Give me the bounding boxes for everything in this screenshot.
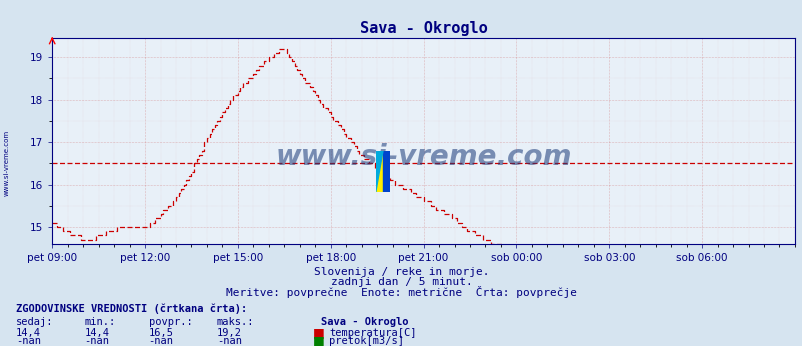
- Text: min.:: min.:: [84, 317, 115, 327]
- Text: Meritve: povprečne  Enote: metrične  Črta: povprečje: Meritve: povprečne Enote: metrične Črta:…: [225, 286, 577, 298]
- Text: povpr.:: povpr.:: [148, 317, 192, 327]
- Text: -nan: -nan: [217, 336, 241, 346]
- Text: ■: ■: [313, 334, 325, 346]
- Text: zadnji dan / 5 minut.: zadnji dan / 5 minut.: [330, 277, 472, 288]
- Text: 14,4: 14,4: [84, 328, 109, 338]
- Polygon shape: [375, 151, 383, 192]
- Text: maks.:: maks.:: [217, 317, 254, 327]
- Text: 16,5: 16,5: [148, 328, 173, 338]
- Text: ■: ■: [313, 326, 325, 339]
- Text: www.si-vreme.com: www.si-vreme.com: [3, 129, 10, 196]
- Text: Sava - Okroglo: Sava - Okroglo: [321, 317, 408, 327]
- Title: Sava - Okroglo: Sava - Okroglo: [359, 20, 487, 36]
- Text: 14,4: 14,4: [16, 328, 41, 338]
- Text: -nan: -nan: [148, 336, 173, 346]
- Text: sedaj:: sedaj:: [16, 317, 54, 327]
- Text: www.si-vreme.com: www.si-vreme.com: [275, 144, 571, 172]
- Text: -nan: -nan: [16, 336, 41, 346]
- Text: temperatura[C]: temperatura[C]: [329, 328, 416, 338]
- Text: ZGODOVINSKE VREDNOSTI (črtkana črta):: ZGODOVINSKE VREDNOSTI (črtkana črta):: [16, 303, 247, 314]
- Text: 19,2: 19,2: [217, 328, 241, 338]
- Polygon shape: [375, 151, 383, 192]
- Text: -nan: -nan: [84, 336, 109, 346]
- Polygon shape: [383, 151, 390, 192]
- Text: Slovenija / reke in morje.: Slovenija / reke in morje.: [314, 267, 488, 277]
- Text: pretok[m3/s]: pretok[m3/s]: [329, 336, 403, 346]
